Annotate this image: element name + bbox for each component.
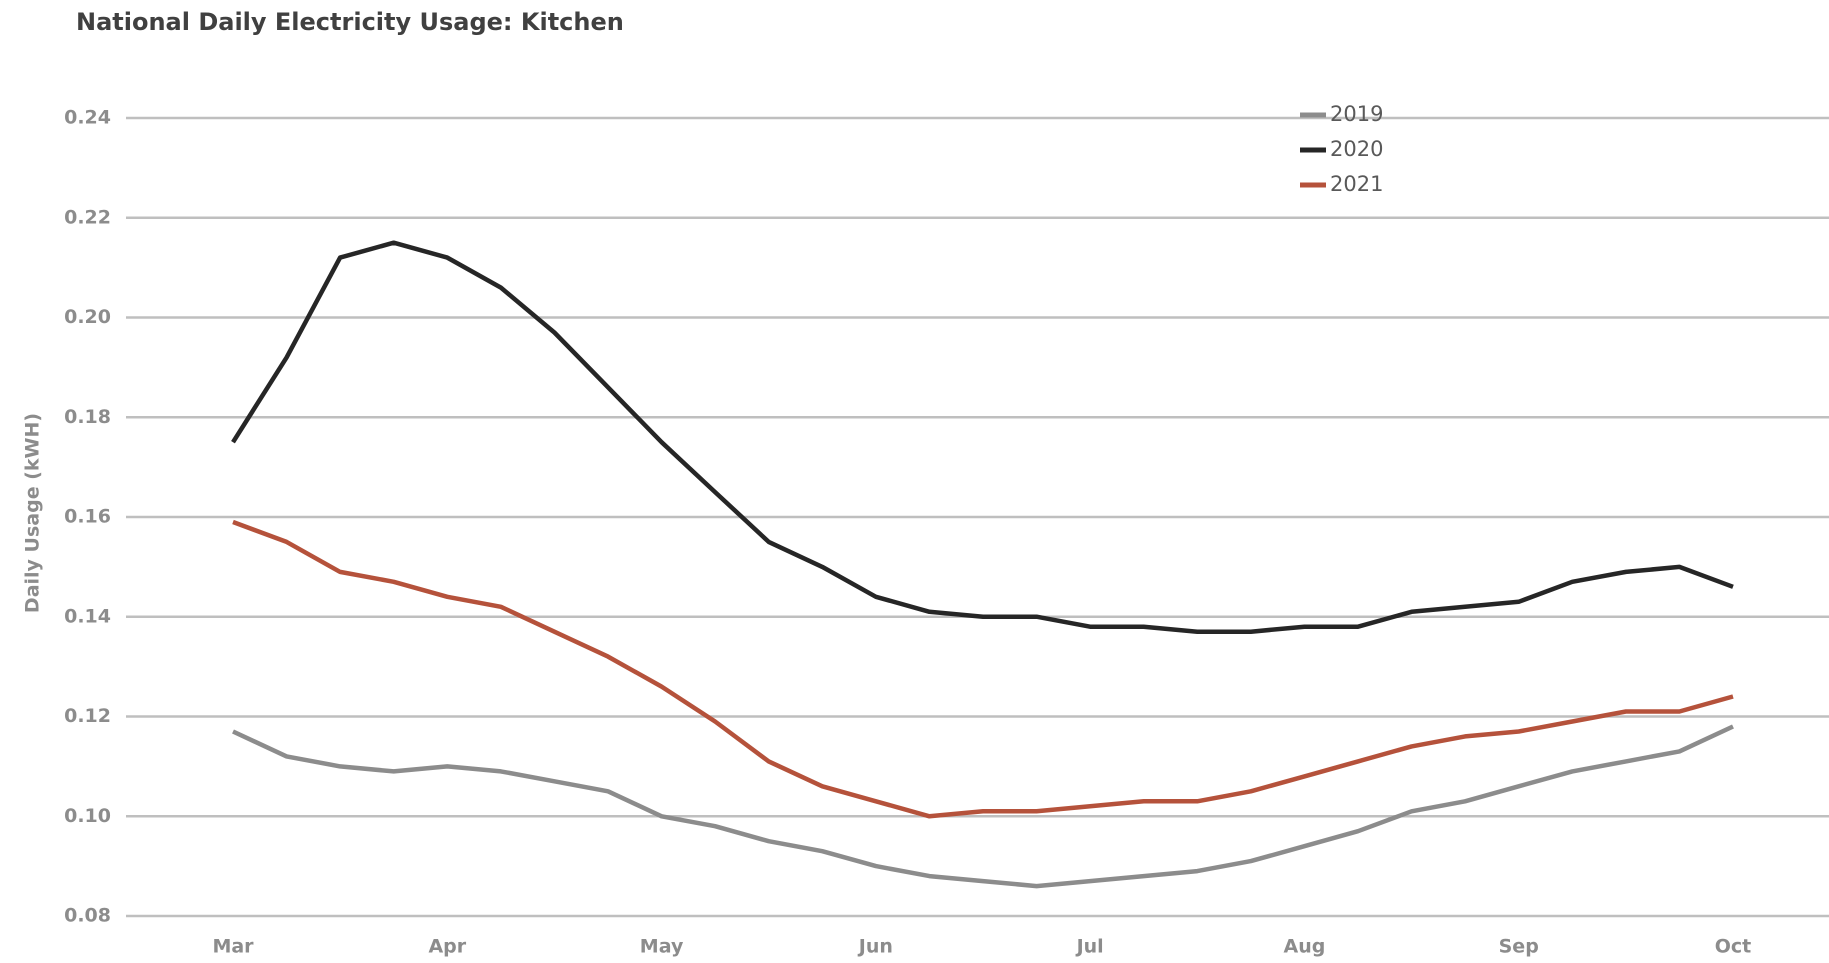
series-line [232, 724, 1734, 889]
series-line [231, 240, 1734, 634]
x-tick-label: May [640, 936, 684, 958]
y-tick-label: 0.20 [64, 306, 111, 328]
y-tick-label: 0.08 [64, 905, 111, 927]
x-tick-label: Oct [1715, 936, 1752, 958]
legend-label: 2019 [1330, 102, 1383, 126]
y-tick-label: 0.12 [64, 705, 111, 727]
x-tick-label: Apr [428, 936, 466, 958]
chart-title: National Daily Electricity Usage: Kitche… [76, 8, 624, 36]
y-tick-label: 0.10 [64, 805, 111, 827]
legend-label: 2020 [1330, 137, 1383, 161]
x-tick-label: Aug [1284, 936, 1326, 958]
series-line [232, 519, 1734, 819]
x-tick-label: Jul [1075, 936, 1104, 958]
x-tick-label: Mar [212, 936, 254, 958]
y-tick-label: 0.24 [64, 107, 111, 129]
legend-label: 2021 [1330, 172, 1383, 196]
y-tick-label: 0.14 [64, 605, 111, 627]
x-tick-label: Sep [1499, 936, 1539, 958]
y-axis-label: Daily Usage (kWH) [22, 413, 44, 613]
y-tick-label: 0.22 [64, 206, 111, 228]
y-tick-label: 0.16 [64, 506, 111, 528]
x-tick-label: Jun [857, 936, 893, 958]
y-tick-label: 0.18 [64, 406, 111, 428]
